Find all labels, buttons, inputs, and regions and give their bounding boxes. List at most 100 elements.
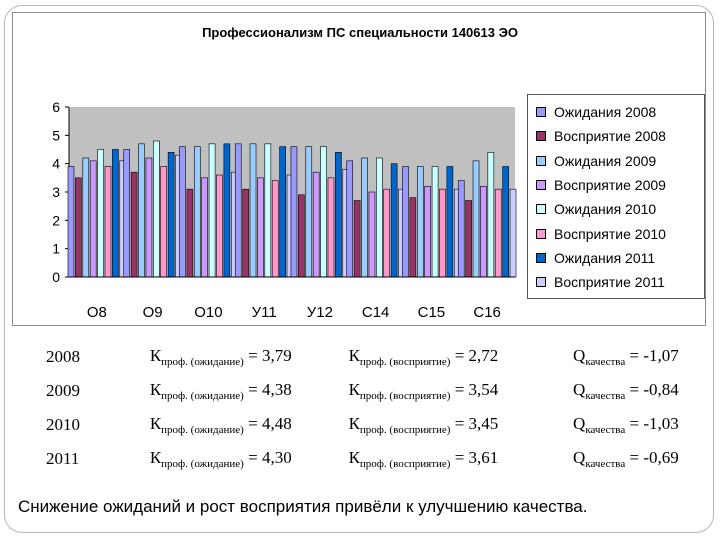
- bar: [208, 143, 216, 278]
- bar: [242, 188, 249, 278]
- x-tick-label: С15: [418, 304, 446, 321]
- legend-swatch: [536, 107, 546, 117]
- bar: [104, 166, 112, 278]
- bar: [376, 157, 383, 278]
- bar: [361, 157, 368, 278]
- year-label: 2009: [46, 381, 80, 400]
- bar: [335, 152, 342, 278]
- legend-swatch: [536, 155, 546, 166]
- legend-swatch: [536, 252, 546, 263]
- bar: [249, 143, 257, 278]
- k-perception-subscript: проф. (восприятие): [359, 390, 451, 402]
- legend-label: Восприятие 2011: [554, 274, 665, 291]
- bar: [502, 166, 509, 278]
- bar: [368, 191, 376, 278]
- k-perception-subscript: проф. (восприятие): [359, 356, 451, 368]
- k-symbol: К: [348, 414, 360, 433]
- year-cell: 2011: [16, 442, 150, 476]
- bar: [327, 177, 335, 278]
- k-expectation-cell: Кпроф. (ожидание) = 4,30: [150, 442, 349, 476]
- legend-swatch: [536, 228, 546, 239]
- bar: [123, 149, 131, 278]
- bar: [167, 152, 175, 278]
- bar: [383, 188, 391, 278]
- k-expectation-subscript: проф. (ожидание): [161, 390, 244, 402]
- chart-container: Профессионализм ПС специальности 140613 …: [12, 12, 706, 326]
- x-tick-label: О10: [194, 304, 222, 321]
- table-row: 2008 Кпроф. (ожидание) = 3,79 Кпроф. (восп…: [16, 340, 720, 374]
- bar: [312, 171, 320, 278]
- bar: [138, 143, 145, 278]
- q-symbol: Q: [573, 380, 586, 399]
- k-expectation-value: = 4,30: [248, 448, 292, 467]
- k-perception-value: = 2,72: [454, 346, 499, 365]
- k-expectation-subscript: проф. (ожидание): [161, 356, 244, 368]
- bar: [402, 166, 409, 278]
- bar: [97, 149, 104, 278]
- k-perception-cell: Кпроф. (восприятие) = 3,45: [349, 408, 573, 442]
- legend-label: Восприятие 2009: [554, 176, 666, 193]
- y-tick-label: 3: [52, 184, 60, 200]
- bar: [271, 180, 279, 278]
- x-tick-label: С16: [473, 304, 501, 321]
- k-symbol: К: [348, 448, 360, 467]
- x-tick-label: У11: [252, 304, 277, 321]
- bar: [305, 146, 313, 278]
- bar: [145, 157, 153, 278]
- k-expectation-cell: Кпроф. (ожидание) = 4,48: [150, 408, 349, 442]
- x-tick-label: О9: [143, 304, 163, 321]
- bar: [201, 177, 208, 278]
- year-cell: 2009: [16, 374, 150, 408]
- q-quality-value: = -1,07: [629, 346, 679, 365]
- year-cell: 2008: [16, 340, 150, 374]
- legend-item: Восприятие 2008: [536, 125, 666, 147]
- q-subscript: качества: [585, 424, 626, 436]
- bar: [457, 180, 465, 278]
- year-label: 2010: [46, 415, 80, 434]
- k-symbol: К: [149, 448, 162, 467]
- y-tick-label: 0: [52, 269, 60, 285]
- chart-legend: Ожидания 2008 Восприятие 2008 Ожидания 200…: [527, 94, 705, 299]
- q-quality-value: = -1,03: [629, 414, 679, 433]
- q-quality-cell: Qкачества = -0,69: [573, 442, 720, 476]
- k-perception-value: = 3,61: [454, 448, 499, 467]
- k-expectation-value: = 3,79: [248, 346, 292, 365]
- legend-label: Ожидания 2008: [554, 104, 657, 120]
- legend-item: Ожидания 2011: [536, 247, 655, 269]
- year-label: 2011: [46, 449, 80, 468]
- legend-item: Восприятие 2011: [536, 271, 665, 293]
- bar: [130, 171, 138, 278]
- legend-swatch: [536, 131, 546, 142]
- slide-frame: [4, 5, 714, 533]
- legend-label: Восприятие 2008: [554, 128, 666, 145]
- k-symbol: К: [149, 380, 162, 399]
- bar: [487, 152, 495, 278]
- year-cell: 2010: [16, 408, 150, 442]
- bar: [353, 200, 361, 278]
- q-symbol: Q: [573, 346, 586, 365]
- stats-table: 2008 Кпроф. (ожидание) = 3,79 Кпроф. (восп…: [16, 340, 720, 476]
- bar: [153, 140, 160, 278]
- bar: [279, 146, 286, 278]
- bar: [290, 146, 298, 278]
- bar: [431, 166, 439, 278]
- legend-item: Ожидания 2010: [536, 198, 656, 220]
- bar: [257, 177, 264, 278]
- k-perception-cell: Кпроф. (восприятие) = 3,61: [349, 442, 573, 476]
- bar: [160, 166, 168, 278]
- y-tick-label: 6: [52, 99, 60, 115]
- table-row: 2010 Кпроф. (ожидание) = 4,48 Кпроф. (восп…: [16, 408, 720, 442]
- table-row: 2009 Кпроф. (ожидание) = 4,38 Кпроф. (восп…: [16, 374, 720, 408]
- legend-item: Ожидания 2009: [536, 150, 656, 172]
- y-tick-label: 1: [52, 241, 60, 257]
- bar: [216, 174, 223, 278]
- bar: [89, 160, 97, 278]
- bar: [82, 157, 90, 278]
- bar: [465, 200, 472, 278]
- bar: [416, 166, 424, 278]
- q-subscript: качества: [585, 458, 626, 470]
- legend-item: Ожидания 2008: [536, 101, 656, 123]
- legend-swatch: [536, 179, 546, 190]
- x-tick-label: У12: [307, 304, 333, 321]
- k-symbol: К: [348, 346, 360, 365]
